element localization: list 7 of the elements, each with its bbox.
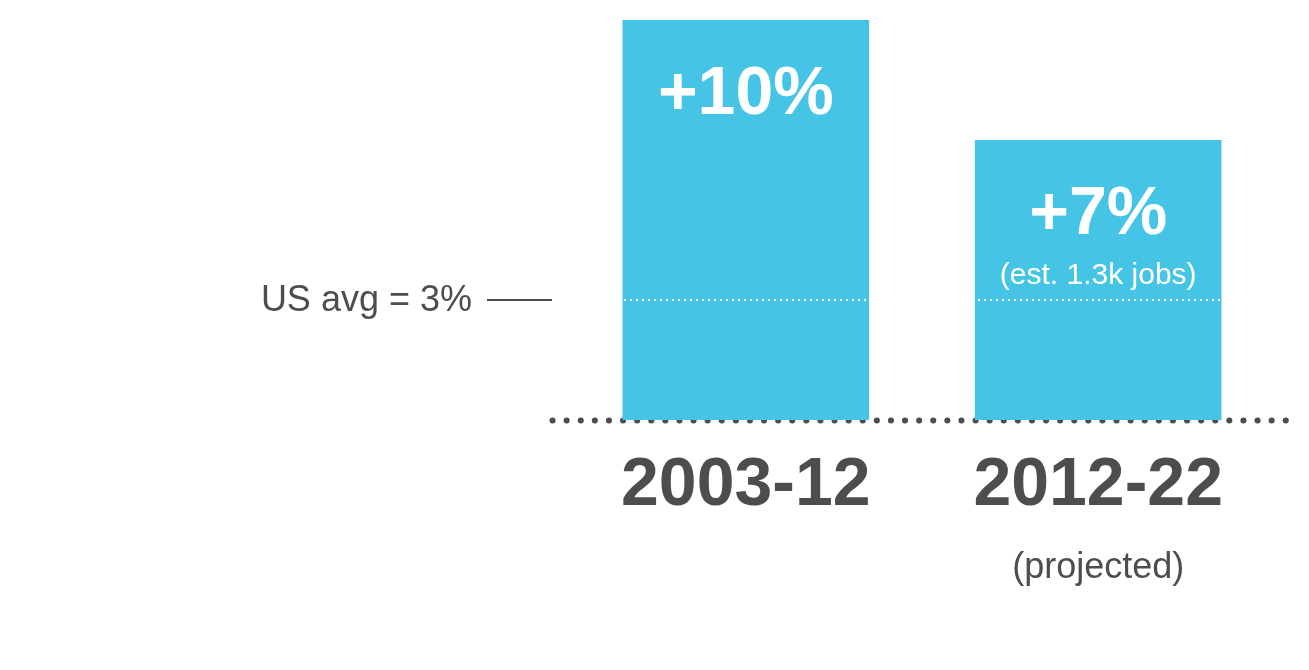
x-tick-label: 2012-22: [973, 442, 1223, 519]
ref-line-label: US avg = 3%: [260, 278, 472, 319]
annotation: (est. 1.3k jobs): [999, 257, 1197, 290]
data-label: +7%: [1029, 172, 1168, 248]
data-label: +10%: [657, 52, 834, 128]
text: (projected): [1012, 545, 1185, 586]
x-tick-label: 2003-12: [621, 442, 871, 519]
